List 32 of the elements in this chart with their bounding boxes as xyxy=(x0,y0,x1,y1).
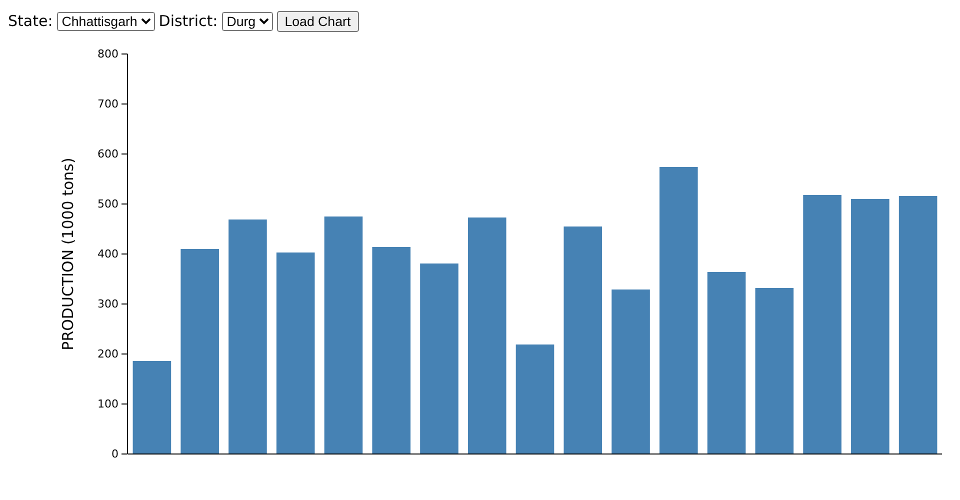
bar xyxy=(898,196,938,454)
bar xyxy=(420,264,458,454)
bar xyxy=(468,218,506,454)
bar xyxy=(228,220,267,454)
y-tick-label: 300 xyxy=(98,298,118,311)
y-tick-label: 600 xyxy=(98,148,118,161)
bar xyxy=(132,361,172,454)
y-tick-label: 400 xyxy=(98,248,118,261)
bar xyxy=(803,195,842,454)
y-tick-label: 0 xyxy=(112,448,118,461)
bar xyxy=(324,216,363,454)
y-tick-label: 500 xyxy=(98,198,118,211)
bar xyxy=(755,288,794,454)
bar xyxy=(659,167,698,454)
district-select: Durg xyxy=(222,12,273,30)
bar xyxy=(276,252,315,454)
bar xyxy=(564,226,602,454)
bar xyxy=(372,247,411,454)
y-tick-label: 100 xyxy=(98,398,118,411)
bar xyxy=(707,272,746,454)
bar xyxy=(516,344,554,454)
y-tick-label: 800 xyxy=(98,48,118,61)
bar xyxy=(180,249,219,454)
state-select: Chhattisgarh xyxy=(56,12,155,30)
y-axis-title: PRODUCTION (1000 tons) xyxy=(59,158,77,350)
y-tick-label: 200 xyxy=(98,348,118,361)
y-tick-label: 700 xyxy=(98,98,118,111)
bar xyxy=(612,290,650,454)
text: State: xyxy=(8,12,53,30)
text: District: xyxy=(158,12,218,30)
bar xyxy=(851,199,890,454)
load-button: Load Chart xyxy=(276,10,359,32)
